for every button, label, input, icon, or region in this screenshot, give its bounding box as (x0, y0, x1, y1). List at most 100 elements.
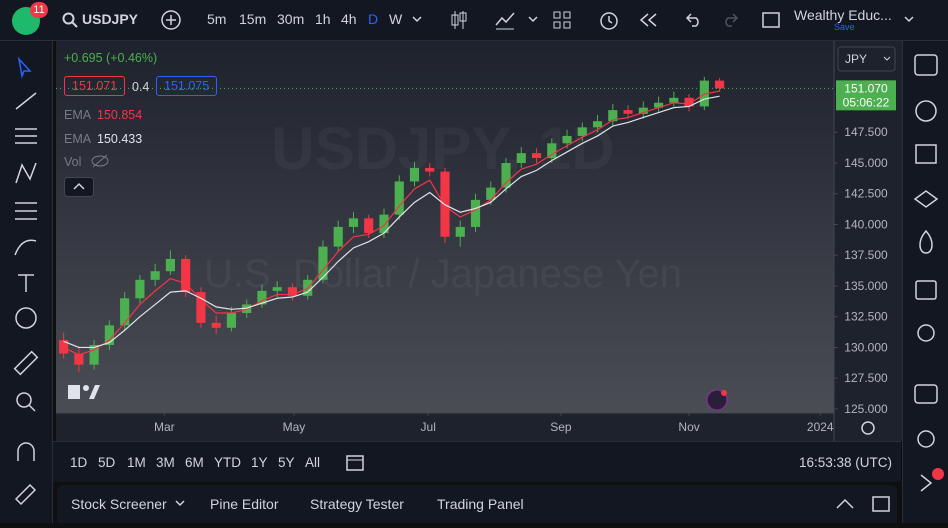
range-button[interactable]: 5D (98, 455, 116, 470)
y-tick-label: 127.500 (844, 371, 888, 385)
brush-tool[interactable] (14, 239, 37, 256)
x-tick-label: Jul (421, 420, 436, 434)
chat-icon[interactable] (914, 384, 938, 404)
settings-icon[interactable] (861, 421, 875, 435)
indicator-name: EMA (64, 108, 92, 122)
ask-price[interactable]: 151.075 (156, 76, 218, 96)
time-axis-background (56, 413, 834, 441)
signal-icon[interactable] (920, 474, 933, 492)
trend-line-tool[interactable] (15, 92, 37, 110)
interval[interactable]: 15m (239, 11, 267, 27)
symbol[interactable]: USDJPY (82, 11, 139, 27)
candle-body (470, 199, 481, 227)
pattern-tool[interactable] (15, 162, 37, 184)
lock-tool[interactable] (14, 483, 37, 506)
icon-tool[interactable] (15, 307, 37, 329)
range-button[interactable]: 1D (70, 455, 88, 470)
dropdown-icon[interactable] (175, 499, 185, 507)
indicators-icon[interactable] (494, 9, 516, 31)
clock[interactable]: 16:53:38 (UTC) (799, 455, 893, 470)
x-tick-label: May (283, 420, 306, 434)
interval[interactable]: 4h (341, 11, 357, 27)
panel-tab[interactable]: Pine Editor (210, 496, 279, 512)
text-tool[interactable] (18, 274, 34, 292)
panel-tab[interactable]: Stock Screener (71, 496, 167, 512)
price-change: +0.695 (+0.46%) (64, 51, 158, 65)
measure-tool[interactable] (13, 350, 39, 376)
panel-tab[interactable]: Trading Panel (437, 496, 524, 512)
candle-body (272, 287, 282, 291)
range-button[interactable]: 5Y (278, 455, 295, 470)
dropdown-icon[interactable] (412, 15, 422, 23)
candle-body (638, 107, 648, 114)
chart-type-icon[interactable] (450, 9, 468, 31)
range-button[interactable]: 6M (185, 455, 204, 470)
hotlist-icon[interactable] (919, 229, 933, 254)
panel-tab[interactable]: Strategy Tester (310, 496, 404, 512)
watchlist-icon[interactable] (914, 54, 938, 76)
stream-icon[interactable] (917, 430, 935, 448)
dropdown-icon[interactable] (528, 15, 538, 23)
go-to-date[interactable] (345, 452, 365, 472)
range-button[interactable]: 1M (127, 455, 146, 470)
y-tick-label: 135.000 (844, 279, 888, 293)
right-toolbar (902, 41, 948, 523)
candle-body (394, 181, 404, 215)
range-button[interactable]: All (305, 455, 321, 470)
redo-icon[interactable] (722, 12, 740, 28)
zoom-tool[interactable] (16, 392, 36, 412)
candle-body (409, 167, 420, 182)
ideas-icon[interactable] (917, 324, 935, 342)
alerts-icon[interactable] (915, 100, 937, 122)
bottom-panel: Stock Screener Pine Editor Strategy Test… (57, 485, 897, 523)
range-button[interactable]: 1Y (251, 455, 268, 470)
range-button[interactable]: 3M (156, 455, 175, 470)
interval[interactable]: W (389, 11, 403, 27)
interval[interactable]: 1h (315, 11, 331, 27)
candle-body (516, 153, 526, 163)
fullscreen-icon[interactable] (761, 10, 781, 30)
y-tick-label: 137.500 (844, 248, 888, 262)
undo-icon[interactable] (684, 12, 702, 28)
currency[interactable]: JPY (845, 52, 867, 66)
candle-body (684, 97, 694, 107)
news-icon[interactable] (915, 144, 937, 164)
add-symbol[interactable] (160, 9, 182, 31)
calendar-icon[interactable] (915, 280, 937, 300)
layout-icon[interactable] (552, 10, 572, 30)
ema-line (63, 95, 720, 349)
bid-price[interactable]: 151.071 (64, 76, 126, 96)
x-tick-label: Sep (550, 420, 572, 434)
y-tick-label: 142.500 (844, 187, 888, 201)
candle-body (104, 325, 114, 345)
volume-label: Vol (64, 155, 82, 169)
watermark-description: U.S. Dollar / Japanese Yen (204, 252, 682, 296)
collapse-legend[interactable] (64, 177, 94, 197)
layout-name[interactable]: Wealthy Educ... (794, 7, 892, 23)
save-status[interactable]: Save (834, 22, 855, 32)
fib-tool[interactable] (15, 128, 37, 144)
candle-body (89, 344, 99, 365)
dropdown-icon[interactable] (904, 15, 914, 23)
last-price-label: 151.070 (844, 81, 888, 95)
y-tick-label: 125.000 (844, 402, 888, 416)
layers-icon[interactable] (913, 190, 939, 208)
range-button[interactable]: YTD (214, 455, 241, 470)
candle-body (211, 322, 221, 328)
expand-panel[interactable] (835, 497, 855, 511)
magnet-tool[interactable] (17, 442, 35, 461)
y-tick-label: 140.000 (844, 217, 888, 231)
interval[interactable]: 30m (277, 11, 305, 27)
interval-active[interactable]: D (368, 11, 379, 27)
hidden-icon[interactable] (90, 153, 110, 169)
replay-icon[interactable] (638, 12, 658, 28)
projection-tool[interactable] (15, 202, 37, 220)
alert-icon[interactable] (598, 9, 620, 31)
cursor-tool[interactable] (17, 56, 32, 79)
currency-selector[interactable] (837, 46, 896, 72)
dropdown-icon[interactable] (883, 56, 891, 61)
candle-body (455, 226, 465, 237)
maximize-panel[interactable] (871, 494, 891, 514)
interval[interactable]: 5m (207, 11, 227, 27)
countdown: 05:06:22 (843, 95, 890, 109)
